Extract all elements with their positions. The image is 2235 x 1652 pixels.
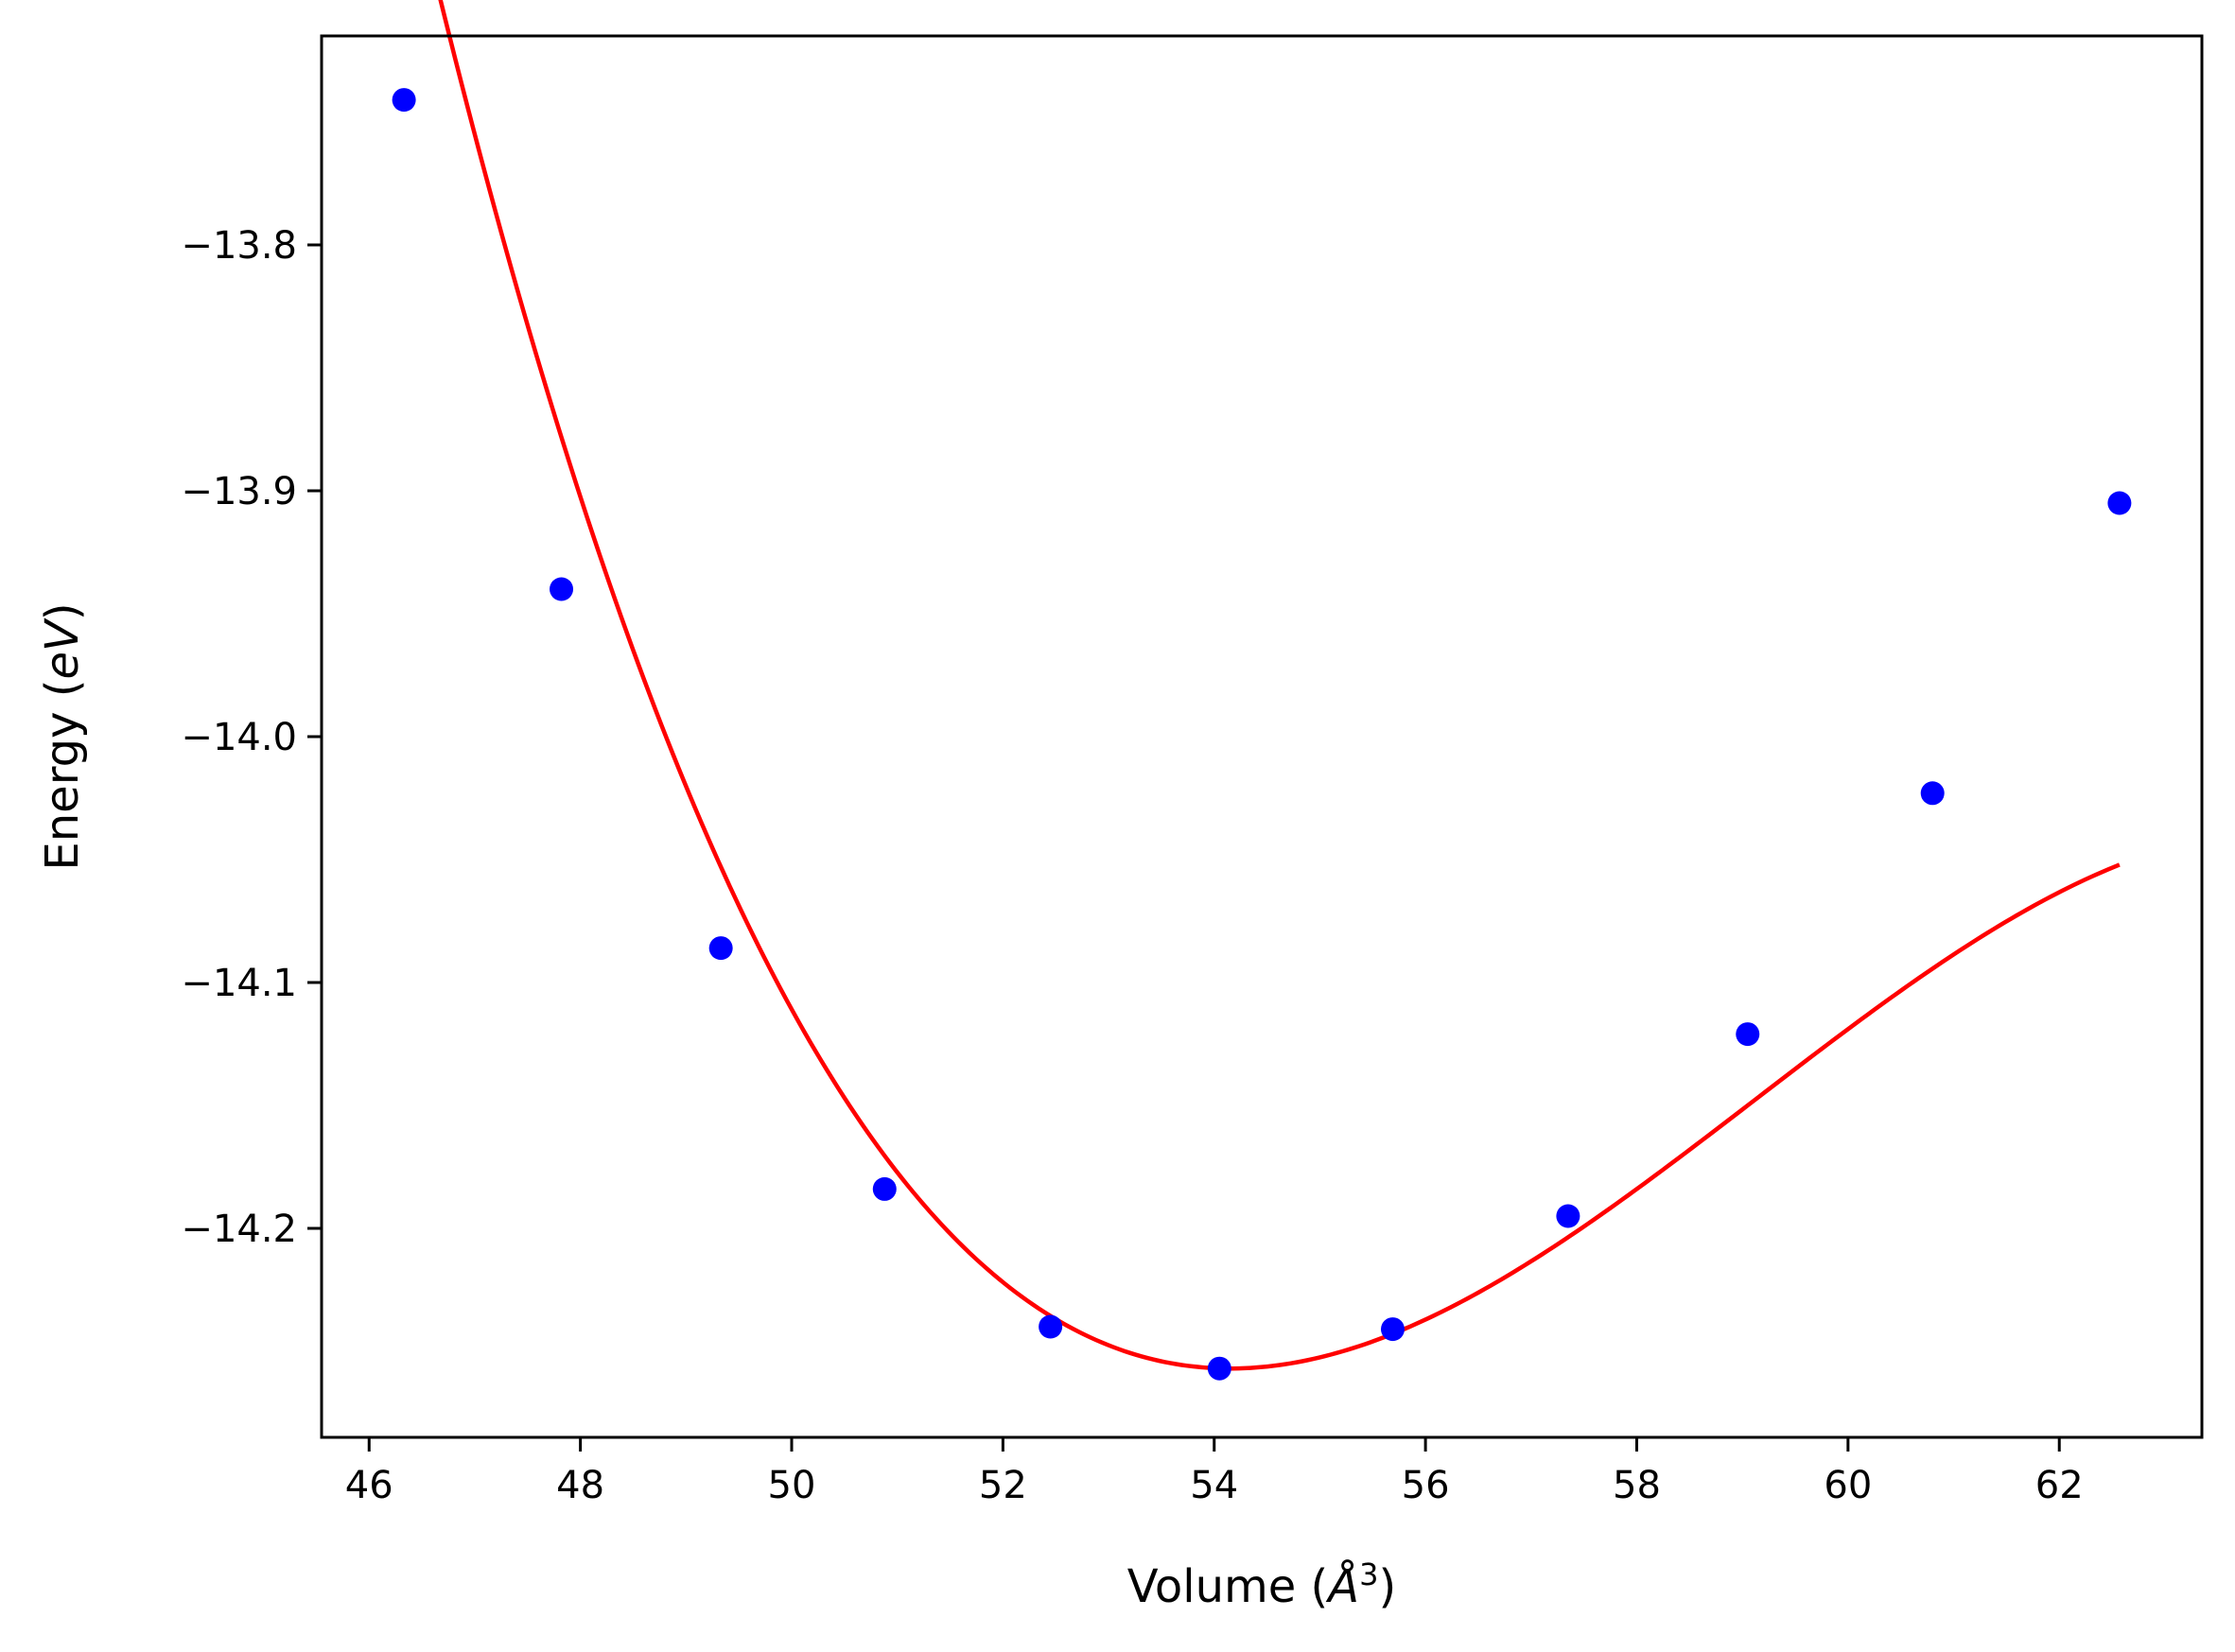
- data-point: [1920, 781, 1945, 806]
- x-tick-label: 60: [1824, 1464, 1872, 1507]
- data-point: [1039, 1314, 1063, 1339]
- x-axis-label-unit: Å: [1325, 1559, 1359, 1613]
- y-tick-label: −13.8: [181, 224, 297, 268]
- y-tick-label: −14.0: [181, 716, 297, 759]
- x-tick-label: 56: [1402, 1464, 1450, 1507]
- data-point: [1207, 1356, 1231, 1381]
- x-tick-label: 48: [556, 1464, 604, 1507]
- x-axis-ticks: 46 48 50 52 54 56 58 60 62: [345, 1437, 2084, 1507]
- y-axis-label-main: Energy (: [36, 680, 89, 871]
- y-axis-label-close: ): [36, 602, 89, 620]
- data-point: [872, 1176, 897, 1201]
- x-tick-label: 46: [345, 1464, 393, 1507]
- x-tick-label: 58: [1613, 1464, 1661, 1507]
- data-point: [1380, 1317, 1405, 1342]
- x-axis-label-main: Volume (: [1127, 1560, 1329, 1613]
- x-axis-label-exponent: 3: [1359, 1556, 1378, 1592]
- x-tick-label: 62: [2035, 1464, 2084, 1507]
- x-tick-label: 50: [768, 1464, 816, 1507]
- data-point: [1556, 1204, 1580, 1228]
- y-tick-label: −14.1: [181, 962, 297, 1005]
- x-axis-label: Volume (Å3): [1127, 1556, 1396, 1613]
- x-axis-label-close: ): [1378, 1560, 1396, 1613]
- y-tick-label: −14.2: [181, 1208, 297, 1251]
- data-point: [2107, 491, 2132, 515]
- y-axis-ticks: −13.8 −13.9 −14.0 −14.1 −14.2: [181, 224, 322, 1251]
- x-tick-label: 52: [979, 1464, 1027, 1507]
- data-point: [392, 88, 416, 113]
- x-tick-label: 54: [1190, 1464, 1238, 1507]
- data-point: [550, 577, 574, 601]
- y-tick-label: −13.9: [181, 470, 297, 513]
- fit-curve-line: [438, 0, 2121, 1371]
- data-point: [708, 936, 733, 961]
- y-axis-label: Energy (eV): [36, 602, 89, 870]
- data-points-layer: [392, 88, 2132, 1381]
- y-axis-label-unit: eV: [36, 617, 89, 680]
- fit-curve-layer: [438, 0, 2121, 1371]
- data-point: [1736, 1022, 1760, 1047]
